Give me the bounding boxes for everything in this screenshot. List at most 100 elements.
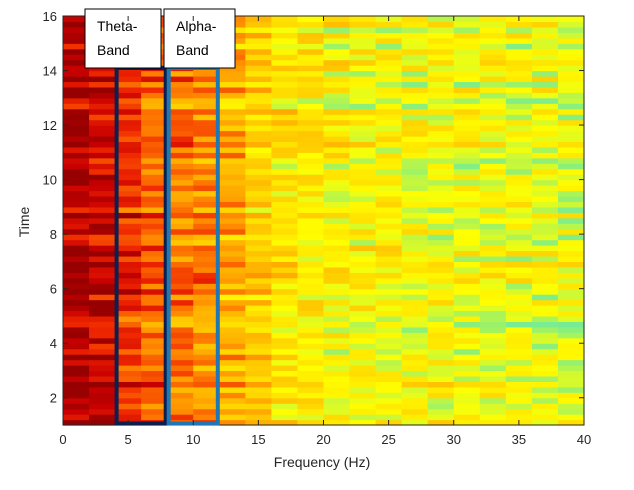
heatmap-cell: [245, 212, 272, 219]
heatmap-cell: [193, 228, 220, 235]
heatmap-cell: [297, 365, 325, 372]
heatmap-cell: [505, 392, 533, 399]
heatmap-cell: [245, 174, 272, 181]
heatmap-cell: [505, 315, 533, 322]
heatmap-cell: [219, 108, 246, 115]
heatmap-cell: [271, 370, 299, 377]
heatmap-cell: [141, 343, 168, 350]
heatmap-cell: [323, 48, 351, 55]
heatmap-cell: [349, 283, 377, 290]
heatmap-cell: [375, 217, 403, 224]
heatmap-cell: [297, 135, 325, 143]
heatmap-cell: [89, 392, 116, 399]
heatmap-cell: [63, 125, 90, 132]
heatmap-cell: [141, 403, 168, 410]
heatmap-cell: [245, 108, 272, 115]
heatmap-cell: [401, 359, 429, 366]
heatmap-cell: [427, 141, 455, 148]
heatmap-cell: [531, 266, 559, 273]
heatmap-cell: [557, 114, 585, 121]
heatmap-cell: [531, 414, 559, 421]
heatmap-cell: [115, 250, 142, 257]
heatmap-cell: [271, 266, 299, 273]
heatmap-cell: [89, 283, 116, 290]
heatmap-cell: [557, 239, 585, 246]
x-axis-title: Frequency (Hz): [274, 454, 370, 470]
heatmap-cell: [323, 321, 351, 328]
heatmap-cell: [219, 272, 246, 279]
heatmap-cell: [167, 397, 194, 404]
heatmap-cell: [479, 255, 507, 262]
heatmap-cell: [401, 245, 429, 252]
heatmap-cell: [557, 326, 585, 333]
heatmap-cell: [141, 266, 168, 273]
heatmap-cell: [375, 190, 403, 197]
heatmap-cell: [531, 141, 559, 148]
heatmap-cell: [115, 135, 142, 143]
heatmap-cell: [271, 70, 299, 77]
heatmap-cell: [349, 97, 377, 104]
heatmap-cell: [453, 135, 481, 143]
heatmap-cell: [479, 250, 507, 257]
heatmap-cell: [557, 146, 585, 153]
heatmap-cell: [297, 348, 325, 355]
x-tick-label: 40: [577, 432, 591, 447]
heatmap-cell: [557, 277, 585, 284]
heatmap-cell: [193, 119, 220, 126]
heatmap-cell: [193, 343, 220, 350]
heatmap-cell: [167, 403, 194, 410]
heatmap-cell: [271, 103, 299, 110]
heatmap-cell: [375, 348, 403, 355]
heatmap-cell: [427, 146, 455, 153]
heatmap-cell: [453, 103, 481, 110]
heatmap-cell: [323, 108, 351, 115]
heatmap-cell: [193, 141, 220, 148]
heatmap-cell: [63, 190, 90, 197]
heatmap-cell: [479, 168, 507, 175]
heatmap-cell: [453, 21, 481, 28]
heatmap-cell: [453, 146, 481, 153]
heatmap-cell: [63, 16, 90, 23]
heatmap-cell: [89, 332, 116, 339]
heatmap-cell: [245, 125, 272, 132]
heatmap-cell: [245, 365, 272, 372]
heatmap-cell: [531, 245, 559, 252]
heatmap-cell: [479, 37, 507, 44]
heatmap-cell: [453, 283, 481, 290]
heatmap-cell: [531, 190, 559, 197]
y-tick-label: 16: [43, 9, 57, 24]
heatmap-cell: [557, 26, 585, 33]
heatmap-cell: [375, 239, 403, 246]
heatmap-cell: [193, 152, 220, 159]
heatmap-cell: [141, 305, 168, 312]
heatmap-cell: [141, 223, 168, 230]
heatmap-cell: [141, 288, 168, 295]
heatmap-cell: [167, 272, 194, 279]
heatmap-cell: [401, 288, 429, 295]
heatmap-cell: [141, 414, 168, 421]
heatmap-cell: [63, 277, 90, 284]
heatmap-cell: [427, 381, 455, 388]
heatmap-cell: [271, 152, 299, 159]
heatmap-cell: [89, 266, 116, 273]
heatmap-cell: [323, 168, 351, 175]
heatmap-cell: [245, 195, 272, 203]
heatmap-cell: [505, 343, 533, 350]
heatmap-cell: [375, 305, 403, 312]
heatmap-cell: [349, 168, 377, 175]
heatmap-cell: [401, 65, 429, 72]
heatmap-cell: [271, 375, 299, 382]
heatmap-cell: [297, 277, 325, 284]
heatmap-cell: [219, 359, 246, 366]
heatmap-cell: [375, 103, 403, 110]
heatmap-cell: [115, 217, 142, 224]
heatmap-cell: [557, 321, 585, 328]
heatmap-cell: [375, 163, 403, 170]
heatmap-cell: [271, 365, 299, 372]
heatmap-cell: [141, 135, 168, 143]
heatmap-cell: [219, 386, 246, 393]
heatmap-cell: [89, 174, 116, 181]
heatmap-cell: [531, 157, 559, 164]
heatmap-cell: [453, 315, 481, 322]
heatmap-cell: [349, 397, 377, 404]
